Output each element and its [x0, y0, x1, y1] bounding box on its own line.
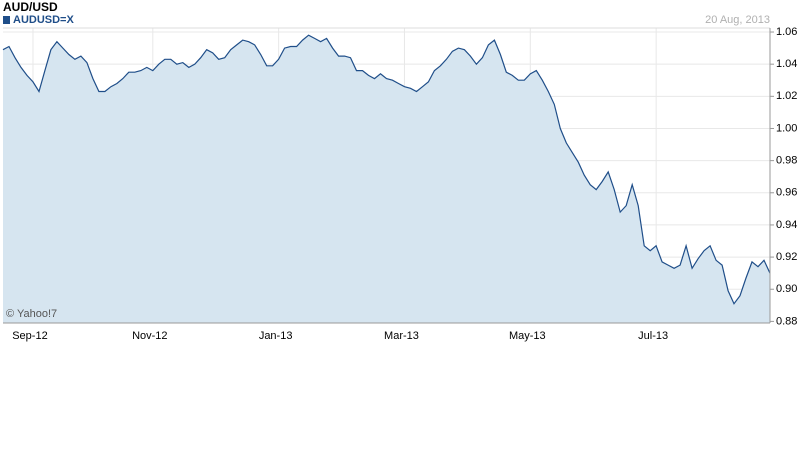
y-tick-label: 1.02 [776, 90, 797, 102]
y-tick-label: 0.94 [776, 219, 797, 231]
y-tick-label: 0.92 [776, 251, 797, 263]
date-label: 20 Aug, 2013 [705, 14, 770, 26]
y-tick-label: 1.00 [776, 122, 797, 134]
x-tick-label: May-13 [509, 330, 546, 342]
x-tick-label: Jan-13 [259, 330, 293, 342]
area-fill [3, 35, 770, 323]
y-tick-label: 1.06 [776, 26, 797, 38]
x-tick-label: Mar-13 [384, 330, 419, 342]
y-tick-label: 0.98 [776, 155, 797, 167]
x-tick-label: Nov-12 [132, 330, 167, 342]
watermark: © Yahoo!7 [6, 308, 57, 320]
legend-label: AUDUSD=X [13, 14, 74, 26]
x-tick-label: Sep-12 [12, 330, 47, 342]
y-tick-label: 0.96 [776, 187, 797, 199]
y-tick-label: 0.90 [776, 283, 797, 295]
y-tick-label: 0.88 [776, 315, 797, 327]
chart-title: AUD/USD [3, 0, 58, 14]
price-line [2, 34, 771, 305]
x-tick-label: Jul-13 [638, 330, 668, 342]
y-tick-label: 1.04 [776, 58, 797, 70]
legend-swatch [3, 16, 10, 24]
